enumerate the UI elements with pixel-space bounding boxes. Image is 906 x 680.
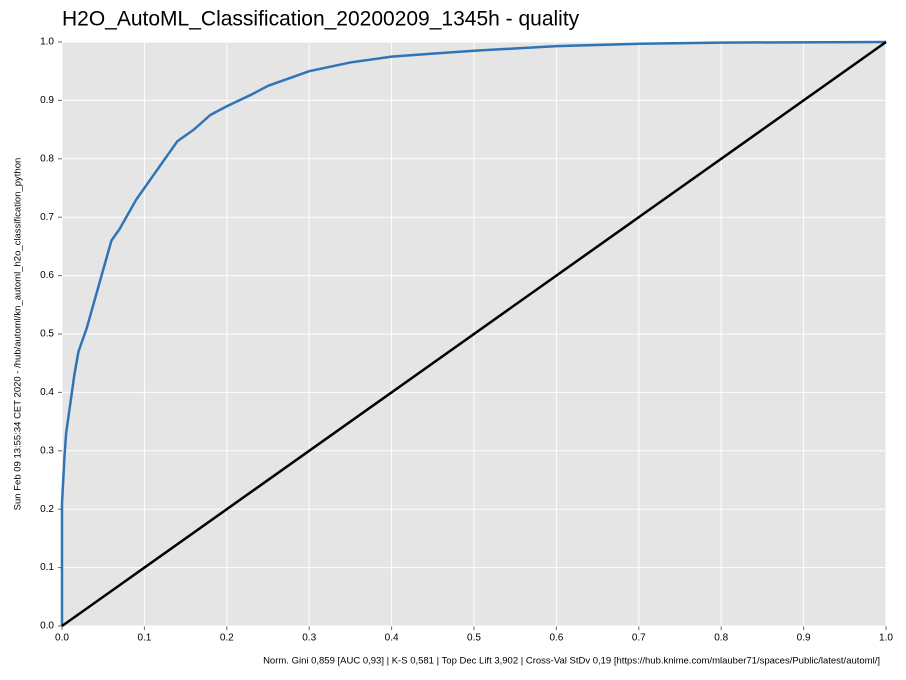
x-tick-label: 1.0	[879, 633, 893, 644]
y-tick-label: 0.3	[40, 445, 54, 456]
y-tick-label: 0.9	[40, 95, 54, 106]
x-tick-label: 0.9	[797, 633, 811, 644]
y-tick-label: 0.4	[40, 387, 54, 398]
caption: Norm. Gini 0,859 [AUC 0,93] | K-S 0,581 …	[263, 656, 880, 667]
y-axis-label: Sun Feb 09 13:55:34 CET 2020 - /hub/auto…	[13, 158, 24, 511]
y-tick-label: 0.0	[40, 621, 54, 632]
marks	[60, 40, 887, 628]
y-tick-label: 0.2	[40, 504, 54, 515]
chart-title: H2O_AutoML_Classification_20200209_1345h…	[62, 8, 580, 31]
x-tick-label: 0.7	[632, 633, 646, 644]
x-tick-label: 0.5	[467, 633, 481, 644]
series-line	[61, 40, 887, 628]
y-tick-label: 0.8	[40, 153, 54, 164]
x-tick-label: 0.2	[220, 633, 234, 644]
x-tick-label: 0.0	[55, 633, 69, 644]
y-tick-label: 0.6	[40, 270, 54, 281]
y-tick-label: 0.1	[40, 562, 54, 573]
y-tick-label: 1.0	[40, 37, 54, 48]
y-tick-label: 0.5	[40, 329, 54, 340]
x-tick-label: 0.6	[549, 633, 563, 644]
y-tick-label: 0.7	[40, 212, 54, 223]
x-tick-label: 0.1	[137, 633, 151, 644]
x-tick-label: 0.3	[302, 633, 316, 644]
x-tick-label: 0.8	[714, 633, 728, 644]
series-line	[60, 40, 887, 626]
x-tick-label: 0.4	[385, 633, 399, 644]
